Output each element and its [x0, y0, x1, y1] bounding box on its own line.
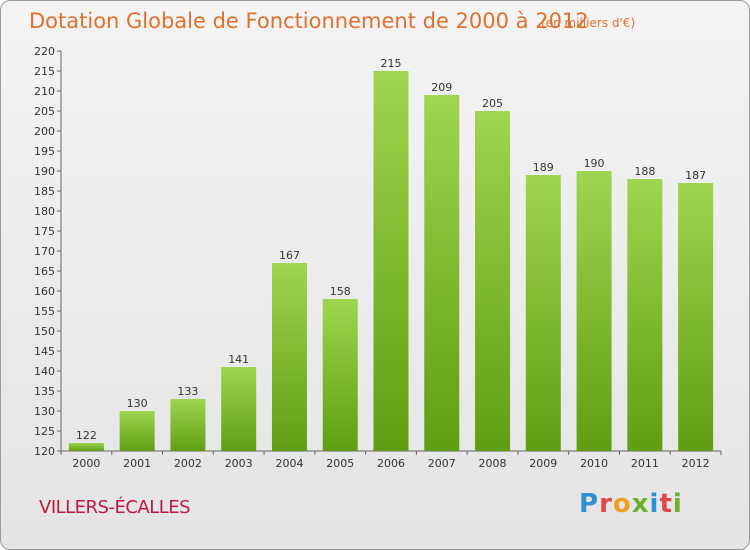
y-tick-label: 120: [34, 445, 55, 458]
bar: [271, 263, 307, 451]
y-tick-label: 200: [34, 125, 55, 138]
chart-bars: 122 130 133 141 167 158 215 209 205 189 190 188 187: [68, 57, 714, 451]
x-tick-label: 2008: [479, 457, 507, 470]
y-tick-label: 195: [34, 145, 55, 158]
chart-axes: 120 125 130 135 140 145 150 155 160 165 170 175 180 1…: [34, 45, 722, 470]
bar: [373, 71, 409, 451]
y-tick-label: 140: [34, 365, 55, 378]
proxiti-logo: Proxiti: [579, 489, 683, 519]
x-tick-label: 2002: [174, 457, 202, 470]
y-tick-label: 130: [34, 405, 55, 418]
x-tick-label: 2010: [580, 457, 608, 470]
y-tick-label: 170: [34, 245, 55, 258]
x-tick-label: 2000: [72, 457, 100, 470]
bar: [119, 411, 155, 451]
bar: [170, 399, 206, 451]
commune-name: VILLERS-ÉCALLES: [39, 497, 191, 518]
bar-value-label: 189: [533, 161, 554, 174]
bar-value-label: 167: [279, 249, 300, 262]
bar-value-label: 209: [431, 81, 452, 94]
bar: [68, 443, 104, 451]
bar-value-label: 205: [482, 97, 503, 110]
y-tick-label: 165: [34, 265, 55, 278]
y-tick-label: 135: [34, 385, 55, 398]
y-tick-label: 205: [34, 105, 55, 118]
bar-value-label: 130: [127, 397, 148, 410]
bar: [576, 171, 612, 451]
x-tick-label: 2009: [529, 457, 557, 470]
y-tick-label: 190: [34, 165, 55, 178]
bar-value-label: 188: [634, 165, 655, 178]
x-tick-label: 2007: [428, 457, 456, 470]
chart-unit: (en milliers d'€): [541, 16, 636, 30]
x-tick-label: 2011: [631, 457, 659, 470]
bar: [678, 183, 714, 451]
x-tick-label: 2004: [275, 457, 303, 470]
bar: [475, 111, 511, 451]
bar: [322, 299, 358, 451]
bar-value-label: 215: [381, 57, 402, 70]
y-tick-label: 185: [34, 185, 55, 198]
y-tick-label: 180: [34, 205, 55, 218]
x-tick-label: 2003: [225, 457, 253, 470]
bar: [424, 95, 460, 451]
x-tick-label: 2005: [326, 457, 354, 470]
y-tick-label: 155: [34, 305, 55, 318]
y-tick-label: 150: [34, 325, 55, 338]
bar-value-label: 133: [177, 385, 198, 398]
x-tick-label: 2012: [682, 457, 710, 470]
y-tick-label: 210: [34, 85, 55, 98]
y-tick-label: 160: [34, 285, 55, 298]
bar: [627, 179, 663, 451]
x-tick-label: 2006: [377, 457, 405, 470]
bar-value-label: 190: [584, 157, 605, 170]
y-tick-label: 145: [34, 345, 55, 358]
y-tick-label: 175: [34, 225, 55, 238]
bar-value-label: 187: [685, 169, 706, 182]
bar: [525, 175, 561, 451]
bar-value-label: 158: [330, 285, 351, 298]
y-tick-label: 220: [34, 45, 55, 58]
chart-title: Dotation Globale de Fonctionnement de 20…: [29, 9, 589, 33]
bar: [221, 367, 257, 451]
bar-value-label: 141: [228, 353, 249, 366]
y-tick-label: 125: [34, 425, 55, 438]
y-tick-label: 215: [34, 65, 55, 78]
bar-value-label: 122: [76, 429, 97, 442]
x-tick-label: 2001: [123, 457, 151, 470]
